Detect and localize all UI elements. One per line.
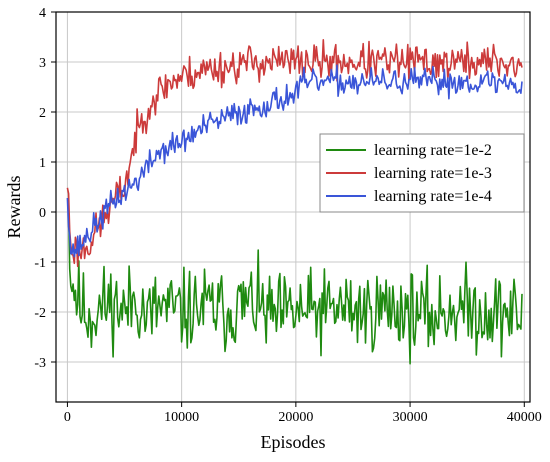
- y-axis-label: Rewards: [4, 176, 24, 239]
- y-tick-label: -3: [34, 356, 46, 371]
- x-axis-label: Episodes: [261, 432, 326, 452]
- legend-label-lr-1e-3: learning rate=1e-3: [374, 165, 492, 182]
- legend-label-lr-1e-2: learning rate=1e-2: [374, 142, 492, 159]
- legend-label-lr-1e-4: learning rate=1e-4: [374, 188, 492, 205]
- y-tick-label: -2: [34, 306, 46, 321]
- x-tick-label: 10000: [164, 410, 199, 425]
- series-line-2: [66, 64, 523, 258]
- y-tick-label: -1: [34, 256, 46, 271]
- legend: learning rate=1e-2 learning rate=1e-3 le…: [319, 133, 525, 213]
- series-layer: [66, 39, 523, 365]
- y-tick-label: 0: [39, 206, 46, 221]
- x-tick-label: 40000: [507, 410, 542, 425]
- y-tick-label: 1: [39, 156, 46, 171]
- axis-ticks: 0 10000 20000 30000 40000 -3 -2 -1 0 1 2 3 4: [34, 6, 541, 425]
- x-tick-label: 30000: [393, 410, 428, 425]
- y-tick-label: 3: [39, 56, 46, 71]
- x-tick-label: 20000: [278, 410, 313, 425]
- series-line-0: [66, 206, 523, 365]
- y-tick-label: 4: [39, 6, 46, 21]
- x-tick-label: 0: [64, 410, 71, 425]
- series-line-1: [66, 39, 523, 268]
- y-tick-label: 2: [39, 106, 46, 121]
- plot-frame: [55, 11, 531, 403]
